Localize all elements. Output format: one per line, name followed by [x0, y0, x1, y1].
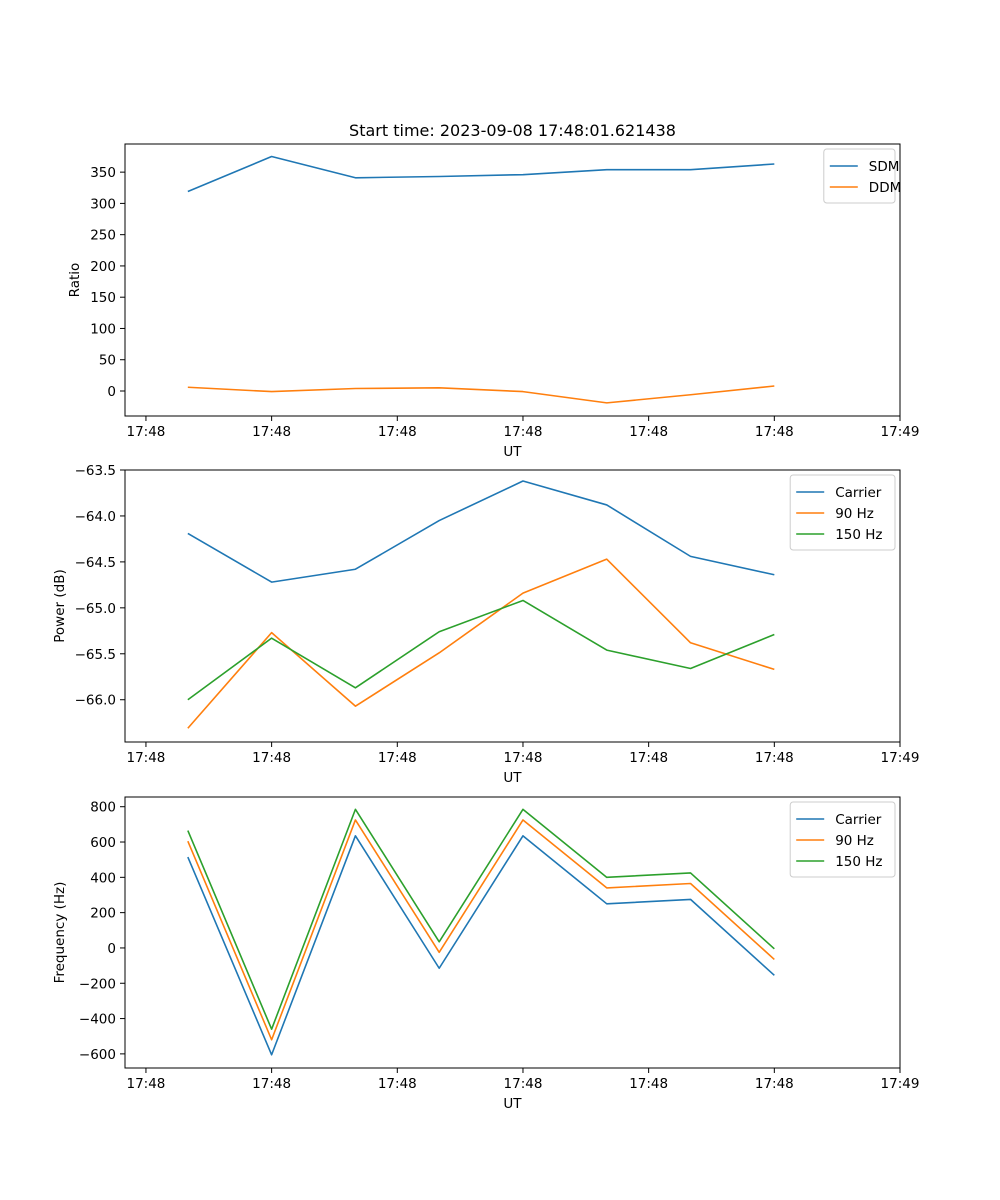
y-tick-label: −66.0: [75, 693, 116, 709]
y-tick-label: −65.0: [75, 601, 116, 617]
legend-box: [823, 148, 896, 204]
y-tick-label: 0: [107, 384, 116, 400]
x-tick-label: 17:49: [881, 750, 920, 766]
legend-label: Carrier: [835, 485, 882, 501]
y-tick-label: −65.5: [75, 647, 116, 663]
axes-frame: [124, 143, 901, 417]
y-tick-label: −400: [79, 1012, 116, 1028]
x-tick-label: 17:48: [629, 750, 668, 766]
x-tick-label: 17:48: [629, 1076, 668, 1092]
x-tick-label: 17:48: [252, 1076, 291, 1092]
x-tick-label: 17:48: [378, 424, 417, 440]
legend-box: [789, 474, 896, 551]
x-tick-label: 17:48: [126, 424, 165, 440]
y-tick-label: 400: [90, 870, 116, 886]
chart-ratio: 17:48 17:48 17:48 17:48 17:48 17:48 17:49 0 50 10…: [67, 143, 920, 460]
axes-frame: [124, 469, 901, 743]
y-axis-label: Power (dB): [52, 569, 68, 642]
legend-label: 150 Hz: [835, 854, 882, 870]
legend-label: 150 Hz: [835, 527, 882, 543]
series-line-150-hz: [187, 599, 775, 701]
y-tick-label: −64.5: [75, 555, 116, 571]
legend-label: Carrier: [835, 812, 882, 828]
x-tick-label: 17:48: [126, 1076, 165, 1092]
x-tick-label: 17:49: [881, 1076, 920, 1092]
series-line-90-hz: [187, 558, 775, 729]
y-tick-label: 0: [107, 941, 116, 957]
y-tick-label: 100: [90, 321, 116, 337]
y-tick-label: 250: [90, 228, 116, 244]
x-tick-label: 17:48: [755, 1076, 794, 1092]
y-tick-label: −600: [79, 1047, 116, 1063]
x-tick-label: 17:48: [504, 424, 543, 440]
legend-box: [789, 801, 896, 878]
series-line-90-hz: [187, 819, 775, 1041]
chart-frequency: 17:48 17:48 17:48 17:48 17:48 17:48 17:49 −600 −…: [52, 796, 920, 1112]
x-tick-label: 17:48: [629, 424, 668, 440]
chart-power: 17:48 17:48 17:48 17:48 17:48 17:48 17:49 −66.0…: [52, 463, 919, 786]
y-tick-label: 600: [90, 835, 116, 851]
x-tick-label: 17:48: [378, 1076, 417, 1092]
y-axis-label: Frequency (Hz): [52, 882, 68, 984]
legend-label: 90 Hz: [835, 833, 874, 849]
y-tick-label: 300: [90, 196, 116, 212]
legend-label: SDM: [869, 159, 900, 175]
legend: SDM DDM: [823, 148, 901, 204]
figure-title: Start time: 2023-09-08 17:48:01.621438: [349, 121, 676, 140]
x-tick-label: 17:48: [755, 424, 794, 440]
y-tick-label: −63.5: [75, 463, 116, 479]
y-tick-label: 150: [90, 290, 116, 306]
x-tick-label: 17:48: [378, 750, 417, 766]
y-tick-label: −64.0: [75, 509, 116, 525]
y-tick-label: −200: [79, 976, 116, 992]
x-axis-label: UT: [503, 1096, 522, 1112]
x-tick-label: 17:49: [881, 424, 920, 440]
x-axis-label: UT: [503, 770, 522, 786]
axes-frame: [124, 796, 901, 1069]
series-line-ddm: [187, 385, 775, 404]
y-tick-label: 350: [90, 165, 116, 181]
legend: Carrier 90 Hz 150 Hz: [789, 801, 896, 878]
y-tick-label: 200: [90, 906, 116, 922]
y-tick-label: 200: [90, 259, 116, 275]
series-line-sdm: [187, 155, 775, 193]
y-tick-label: 50: [99, 353, 116, 369]
series-line-carrier: [187, 480, 775, 583]
legend-label: 90 Hz: [835, 506, 874, 522]
y-tick-label: 800: [90, 800, 116, 816]
x-tick-label: 17:48: [755, 750, 794, 766]
x-tick-label: 17:48: [252, 424, 291, 440]
x-tick-label: 17:48: [126, 750, 165, 766]
legend: Carrier 90 Hz 150 Hz: [789, 474, 896, 551]
series-line-carrier: [187, 835, 775, 1056]
series-line-150-hz: [187, 808, 775, 1030]
legend-label: DDM: [869, 180, 901, 196]
y-axis-label: Ratio: [67, 263, 83, 298]
x-axis-label: UT: [503, 444, 522, 460]
x-tick-label: 17:48: [504, 750, 543, 766]
x-tick-label: 17:48: [252, 750, 291, 766]
x-tick-label: 17:48: [504, 1076, 543, 1092]
